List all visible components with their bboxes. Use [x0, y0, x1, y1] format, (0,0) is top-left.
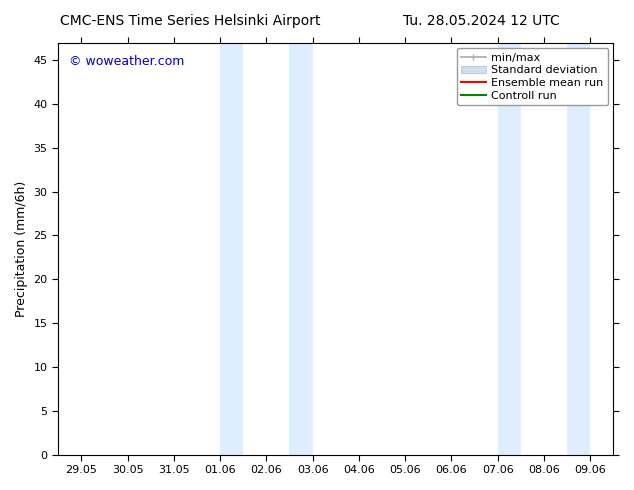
Legend: min/max, Standard deviation, Ensemble mean run, Controll run: min/max, Standard deviation, Ensemble me…	[456, 48, 608, 105]
Text: © woweather.com: © woweather.com	[69, 55, 184, 68]
Bar	[498, 43, 521, 455]
Bar	[220, 43, 243, 455]
Text: CMC-ENS Time Series Helsinki Airport: CMC-ENS Time Series Helsinki Airport	[60, 14, 320, 28]
Text: Tu. 28.05.2024 12 UTC: Tu. 28.05.2024 12 UTC	[403, 14, 560, 28]
Bar	[290, 43, 313, 455]
Bar	[567, 43, 590, 455]
Y-axis label: Precipitation (mm/6h): Precipitation (mm/6h)	[15, 180, 28, 317]
